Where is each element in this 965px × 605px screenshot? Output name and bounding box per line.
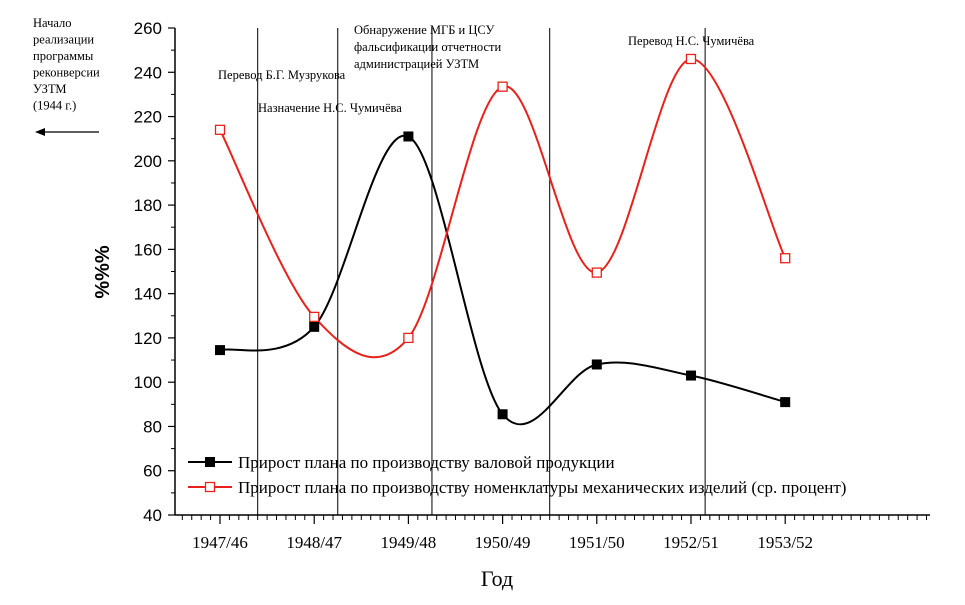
x-tick-label: 1949/48 xyxy=(381,533,437,552)
data-point-0-5 xyxy=(686,370,696,381)
legend-label-1: Прирост плана по производству номенклату… xyxy=(238,478,846,497)
y-tick-label: 40 xyxy=(143,506,162,525)
legend: Прирост плана по производству валовой пр… xyxy=(188,453,846,497)
event-label: Перевод Н.С. Чумичёва xyxy=(628,34,755,48)
data-point-1-4 xyxy=(591,267,602,278)
y-tick-label: 180 xyxy=(134,196,162,215)
y-tick-label: 80 xyxy=(143,417,162,436)
event-lines xyxy=(257,28,706,515)
x-tick-label: 1947/46 xyxy=(192,533,248,552)
y-tick-label: 120 xyxy=(134,329,162,348)
event-label: Перевод Б.Г. Музрукова xyxy=(218,68,346,82)
y-tick-label: 100 xyxy=(134,373,162,392)
markers-layer xyxy=(214,53,791,420)
side-note-line: Начало xyxy=(33,16,72,30)
side-note-line: реализации xyxy=(33,33,94,47)
side-note-arrow-icon xyxy=(35,128,45,136)
y-tick-label: 160 xyxy=(134,240,162,259)
x-tick-label: 1953/52 xyxy=(757,533,813,552)
x-axis-title: Год xyxy=(481,566,513,591)
data-point-1-0 xyxy=(214,124,226,135)
data-point-0-4 xyxy=(591,359,602,370)
data-point-1-2 xyxy=(403,332,414,344)
event-label: администрацией УЗТМ xyxy=(354,57,479,71)
y-tick-label: 140 xyxy=(134,285,162,304)
event-label: фальсификации отчетности xyxy=(354,40,501,54)
y-tick-label: 200 xyxy=(134,152,162,171)
data-point-0-2 xyxy=(403,131,414,142)
x-tick-label: 1948/47 xyxy=(286,533,342,552)
axis-titles: Год%%% xyxy=(92,245,513,591)
y-tick-label: 220 xyxy=(134,108,162,127)
data-point-0-6 xyxy=(780,397,791,408)
legend-label-0: Прирост плана по производству валовой пр… xyxy=(238,453,615,472)
data-point-0-0 xyxy=(215,345,225,356)
side-note-line: УЗТМ xyxy=(33,82,67,96)
data-point-1-5 xyxy=(685,53,697,65)
event-label: Обнаружение МГБ и ЦСУ xyxy=(354,23,495,37)
y-axis-title: %%% xyxy=(92,245,114,299)
side-note-line: программы xyxy=(33,49,94,63)
x-tick-label: 1952/51 xyxy=(663,533,719,552)
event-label: Назначение Н.С. Чумичёва xyxy=(258,101,402,115)
side-note-line: реконверсии xyxy=(33,66,100,80)
data-point-0-1 xyxy=(309,321,320,332)
series-line-0 xyxy=(219,134,786,426)
y-tick-label: 60 xyxy=(143,462,162,481)
x-tick-label: 1950/49 xyxy=(475,533,531,552)
legend-marker-0 xyxy=(205,457,215,467)
data-point-1-3 xyxy=(497,81,508,92)
data-point-1-6 xyxy=(780,253,791,264)
side-note-line: (1944 г.) xyxy=(33,99,76,113)
event-annotations: Перевод Б.Г. Музрукова Назначение Н.С. Чу… xyxy=(33,16,755,136)
x-tick-label: 1951/50 xyxy=(569,533,625,552)
data-point-0-3 xyxy=(497,409,508,420)
y-tick-label: 260 xyxy=(134,19,162,38)
data-point-1-1 xyxy=(309,311,320,323)
legend-marker-1 xyxy=(204,481,216,493)
axes: 40 60 80 100 120 140 160 180 200 220 240 260 1947/46… xyxy=(134,19,930,552)
y-tick-label: 240 xyxy=(134,63,162,82)
